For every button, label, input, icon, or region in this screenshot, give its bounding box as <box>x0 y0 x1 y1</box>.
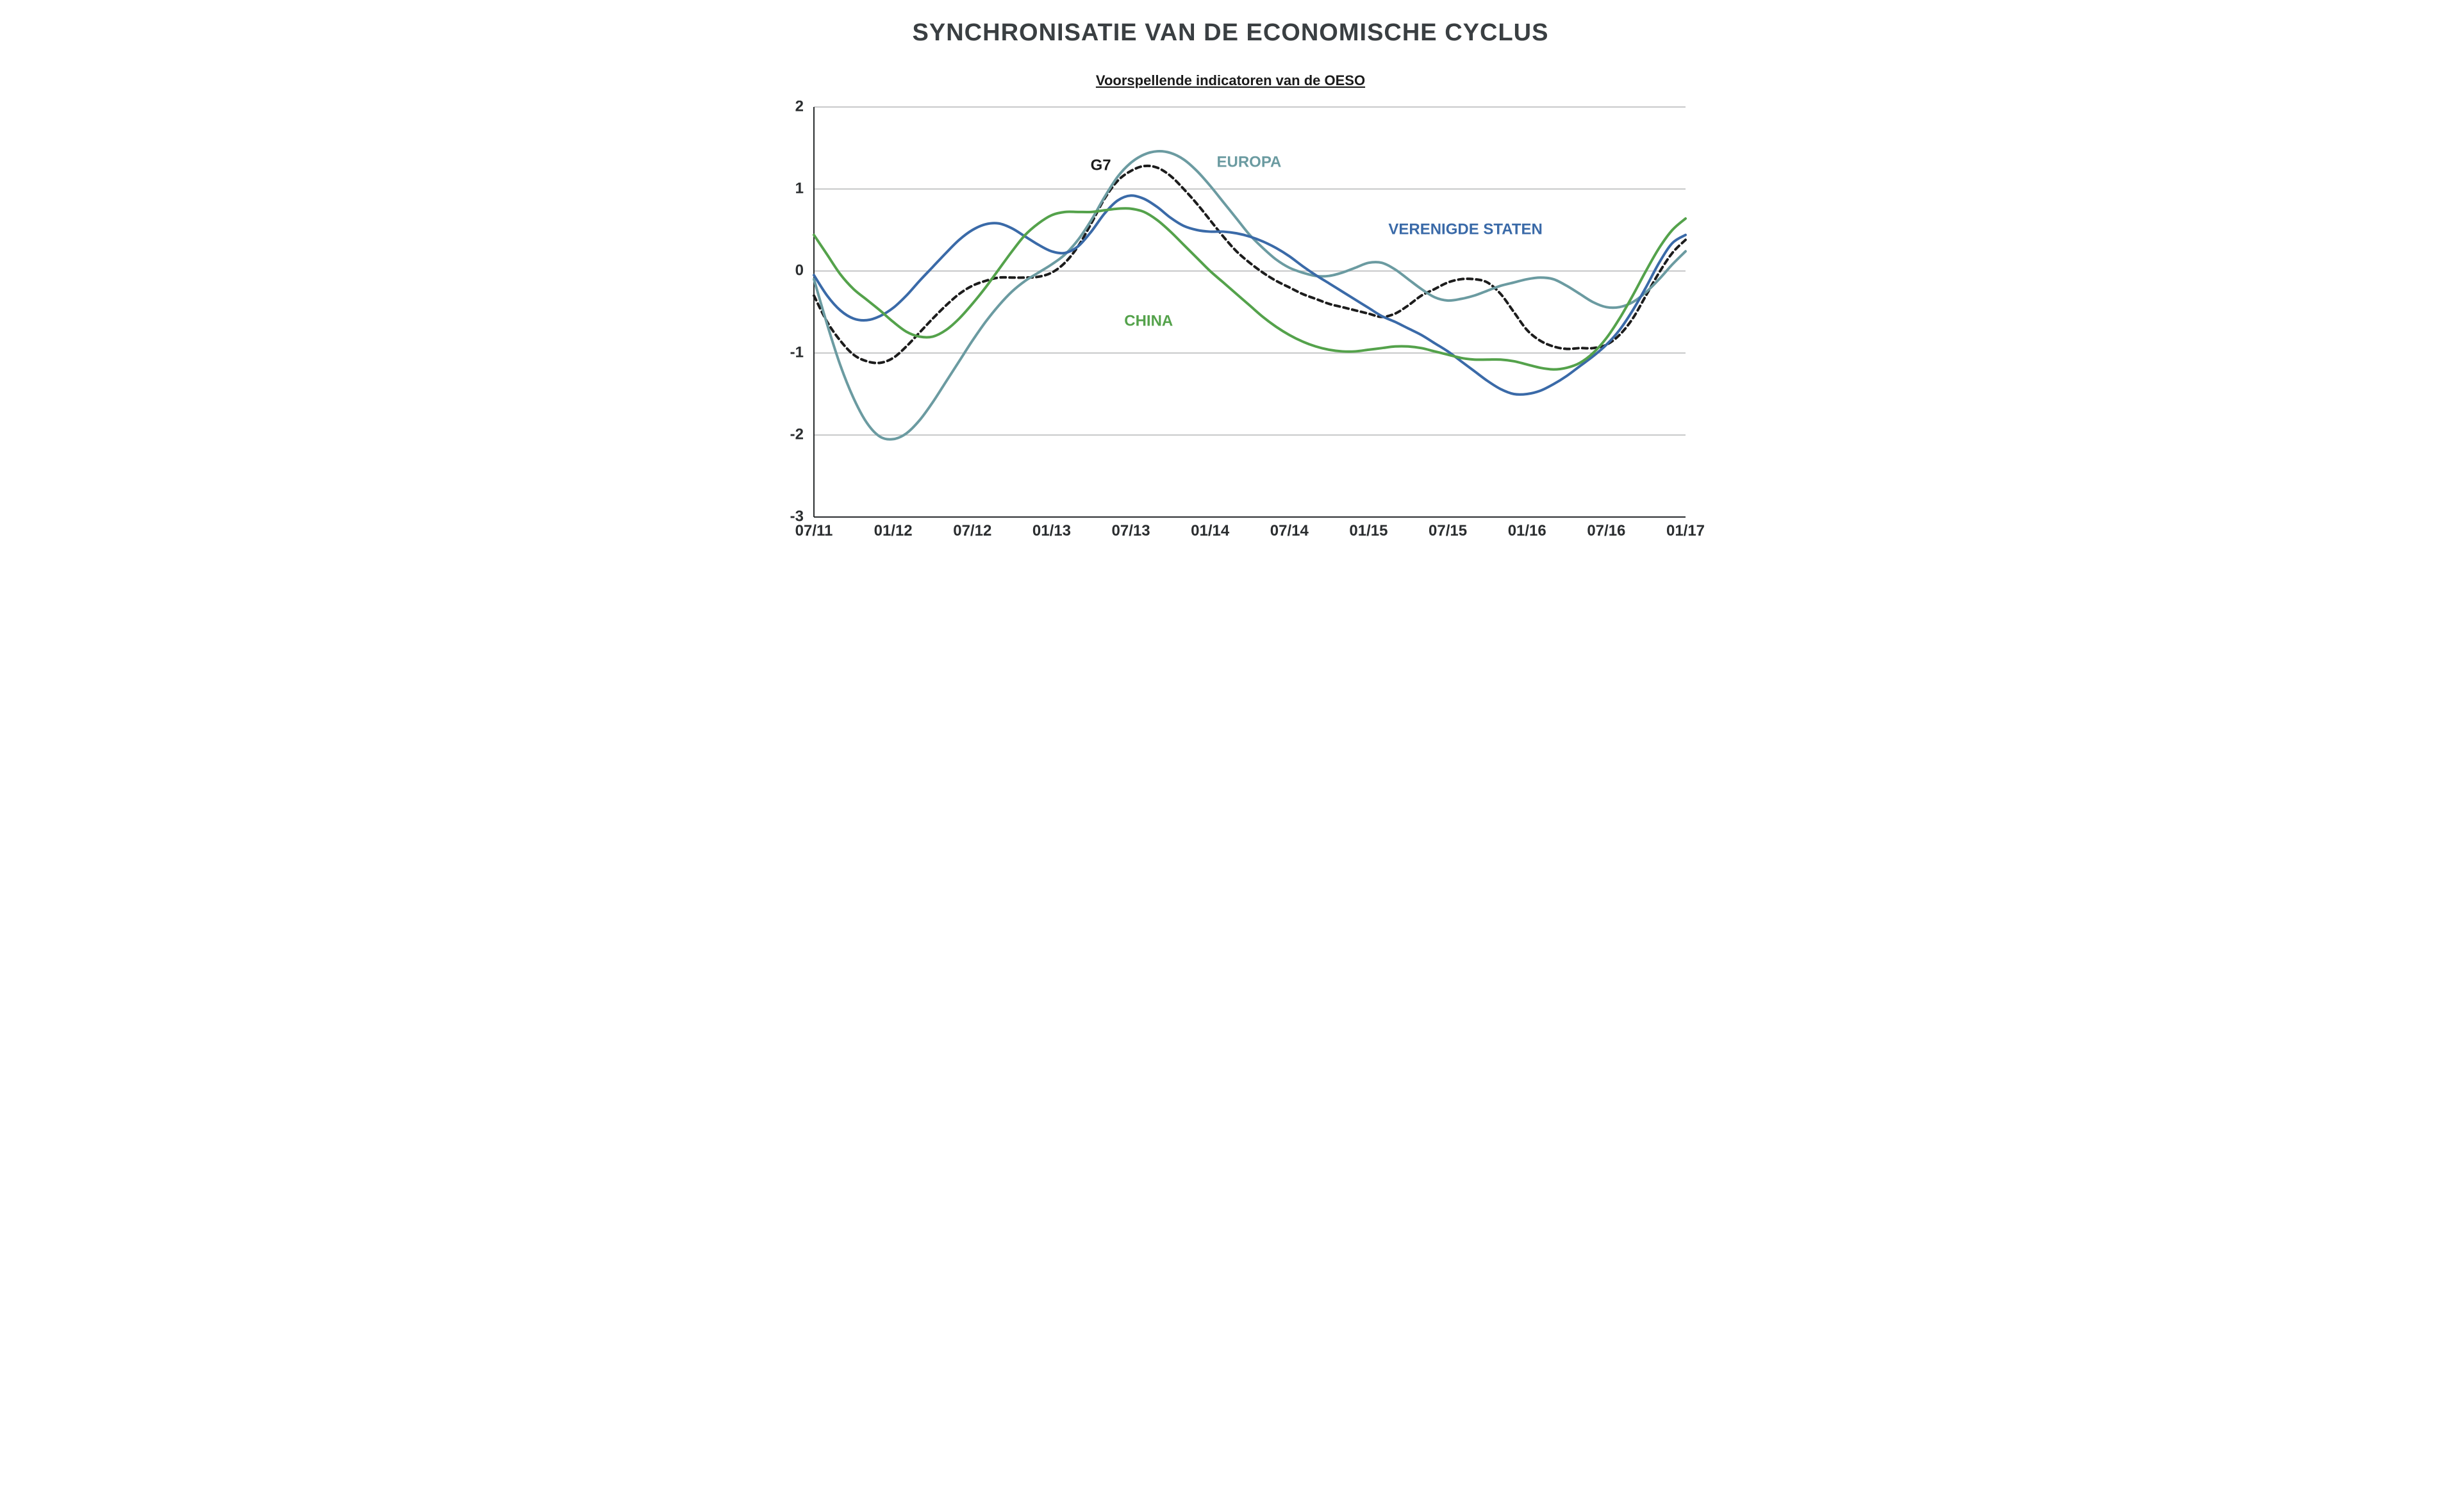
series-label-china: CHINA <box>1124 313 1173 330</box>
x-tick-label: 01/17 <box>1666 522 1705 539</box>
series-label-us: VERENIGDE STATEN <box>1388 220 1542 238</box>
x-tick-label: 01/15 <box>1349 522 1388 539</box>
x-tick-label: 01/14 <box>1191 522 1230 539</box>
chart-title: SYNCHRONISATIE VAN DE ECONOMISCHE CYCLUS <box>769 19 1692 47</box>
x-tick-label: 07/13 <box>1112 522 1150 539</box>
x-tick-label: 01/13 <box>1032 522 1071 539</box>
series-us <box>814 195 1686 395</box>
y-tick-label: 1 <box>795 179 804 197</box>
x-tick-label: 07/15 <box>1429 522 1467 539</box>
chart-container: SYNCHRONISATIE VAN DE ECONOMISCHE CYCLUS… <box>756 0 1705 577</box>
series-label-europa: EUROPA <box>1216 153 1281 170</box>
x-tick-label: 07/12 <box>953 522 991 539</box>
y-tick-label: -2 <box>790 425 804 443</box>
y-tick-label: 2 <box>795 101 804 115</box>
chart-svg: -3-2-101207/1101/1207/1201/1307/1301/140… <box>769 101 1705 552</box>
y-tick-label: -1 <box>790 343 804 361</box>
series-g7 <box>814 166 1686 363</box>
chart-plot-area: -3-2-101207/1101/1207/1201/1307/1301/140… <box>769 101 1692 552</box>
x-tick-label: 07/14 <box>1270 522 1309 539</box>
x-tick-label: 01/16 <box>1508 522 1546 539</box>
x-tick-label: 07/11 <box>795 522 833 539</box>
series-label-g7: G7 <box>1091 157 1111 174</box>
x-tick-label: 07/16 <box>1587 522 1625 539</box>
x-tick-label: 01/12 <box>874 522 913 539</box>
series-europa <box>814 151 1686 440</box>
series-china <box>814 208 1686 369</box>
chart-subtitle: Voorspellende indicatoren van de OESO <box>769 72 1692 89</box>
y-tick-label: 0 <box>795 261 804 279</box>
